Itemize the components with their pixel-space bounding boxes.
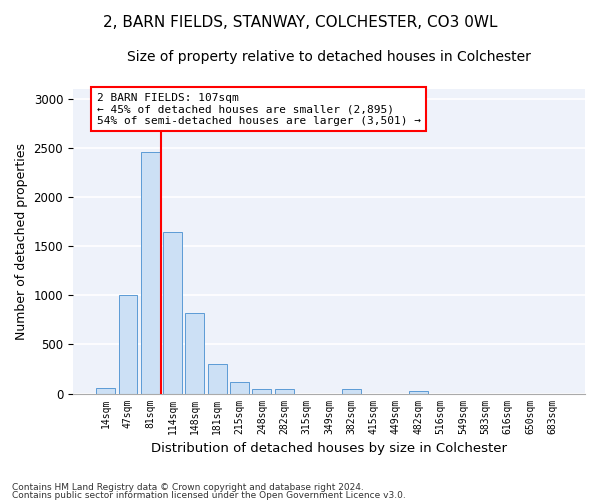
Bar [275,389,294,394]
Text: Contains public sector information licensed under the Open Government Licence v3: Contains public sector information licen… [12,491,406,500]
Bar [342,389,361,394]
Bar [163,232,182,394]
Bar [96,388,115,394]
X-axis label: Distribution of detached houses by size in Colchester: Distribution of detached houses by size … [151,442,507,455]
Bar [253,388,271,394]
Bar [230,382,249,394]
Text: 2 BARN FIELDS: 107sqm
← 45% of detached houses are smaller (2,895)
54% of semi-d: 2 BARN FIELDS: 107sqm ← 45% of detached … [97,92,421,126]
Title: Size of property relative to detached houses in Colchester: Size of property relative to detached ho… [127,50,531,64]
Bar [185,313,205,394]
Bar [141,152,160,394]
Bar [208,364,227,394]
Y-axis label: Number of detached properties: Number of detached properties [15,142,28,340]
Text: Contains HM Land Registry data © Crown copyright and database right 2024.: Contains HM Land Registry data © Crown c… [12,484,364,492]
Bar [409,390,428,394]
Bar [119,295,137,394]
Text: 2, BARN FIELDS, STANWAY, COLCHESTER, CO3 0WL: 2, BARN FIELDS, STANWAY, COLCHESTER, CO3… [103,15,497,30]
